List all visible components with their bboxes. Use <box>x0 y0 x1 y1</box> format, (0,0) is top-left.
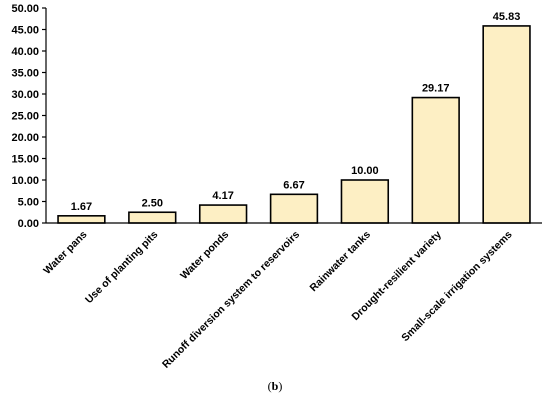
category-label: Water pans <box>41 229 89 277</box>
bars <box>57 25 531 224</box>
category-label: Small-scale irrigation systems <box>399 229 514 344</box>
category-label: Runoff diversion system to reservoirs <box>160 229 302 371</box>
y-tick-label: 50.00 <box>11 3 39 15</box>
y-tick-label: 25.00 <box>11 111 39 123</box>
data-label: 2.50 <box>142 197 163 209</box>
bar <box>340 179 390 224</box>
y-axis-ticks: 0.00 5.00 10.00 15.00 20.00 25.00 30.00 35.00 40… <box>11 3 46 230</box>
y-tick-label: 35.00 <box>11 68 39 80</box>
y-tick-label: 5.00 <box>18 197 39 209</box>
y-tick-label: 30.00 <box>11 89 39 101</box>
caption-open: ( <box>267 379 272 393</box>
data-label: 10.00 <box>351 165 379 177</box>
data-label: 45.83 <box>493 11 521 23</box>
caption-letter: b <box>271 379 279 393</box>
data-label: 6.67 <box>283 179 304 191</box>
bar <box>482 25 531 224</box>
category-label: Use of planting pits <box>83 229 160 306</box>
y-tick-label: 10.00 <box>11 175 39 187</box>
bar <box>198 204 248 224</box>
y-tick-label: 20.00 <box>11 132 39 144</box>
figure-caption: (b) <box>0 379 550 394</box>
category-label: Water ponds <box>178 229 231 282</box>
caption-close: ) <box>278 379 283 393</box>
data-label: 29.17 <box>422 83 450 95</box>
bar <box>269 193 319 224</box>
data-label: 4.17 <box>212 190 233 202</box>
y-tick-label: 15.00 <box>11 154 39 166</box>
data-label: 1.67 <box>71 201 92 213</box>
y-tick-label: 40.00 <box>11 46 39 58</box>
data-labels: 1.67 2.50 4.17 6.67 10.00 29.17 45.83 <box>71 11 521 213</box>
category-label: Rainwater tanks <box>308 229 374 295</box>
bar <box>411 96 460 224</box>
bar <box>57 215 106 224</box>
y-tick-label: 45.00 <box>11 25 39 37</box>
y-tick-label: 0.00 <box>18 218 39 230</box>
bar <box>128 211 177 224</box>
